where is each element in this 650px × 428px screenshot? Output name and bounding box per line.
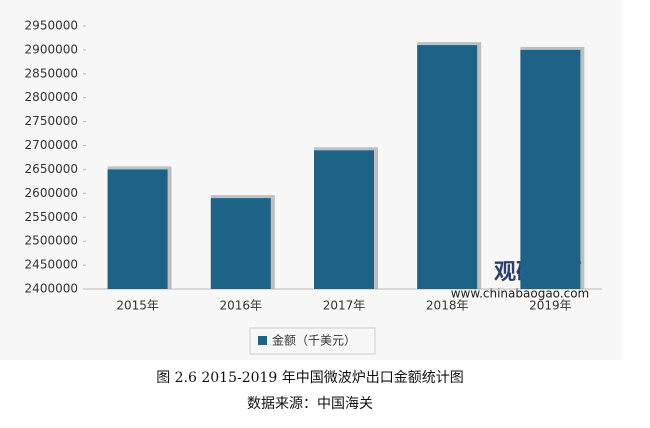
watermark-url: www.chinabaogao.com <box>451 287 590 301</box>
bar <box>314 150 374 289</box>
bar <box>210 198 271 289</box>
bar <box>417 45 478 289</box>
y-tick-label: 2800000 <box>25 90 78 104</box>
bar <box>107 169 168 289</box>
y-tick-label: 2500000 <box>25 234 78 248</box>
y-tick-label: 2950000 <box>25 19 78 33</box>
x-tick-label: 2018年 <box>426 299 469 313</box>
y-tick-label: 2750000 <box>25 114 78 128</box>
bar <box>520 49 581 290</box>
y-tick-label: 2550000 <box>25 210 78 224</box>
x-tick-label: 2019年 <box>529 299 572 313</box>
y-tick-label: 2900000 <box>25 42 78 56</box>
chart-background <box>0 0 622 360</box>
figure-caption: 图 2.6 2015-2019 年中国微波炉出口金额统计图 <box>156 370 464 386</box>
legend-label: 金额（千美元） <box>272 333 356 348</box>
y-tick-label: 2400000 <box>25 282 78 296</box>
y-tick-label: 2600000 <box>25 186 78 200</box>
legend-swatch <box>258 336 267 345</box>
x-tick-label: 2015年 <box>116 299 159 313</box>
y-tick-label: 2450000 <box>25 258 78 272</box>
x-tick-label: 2016年 <box>220 299 263 313</box>
legend-box <box>249 327 376 355</box>
y-tick-label: 2700000 <box>25 138 78 152</box>
y-tick-label: 2850000 <box>25 66 78 80</box>
x-tick-label: 2017年 <box>323 299 366 313</box>
y-tick-label: 2650000 <box>25 162 78 176</box>
figure-source: 数据来源：中国海关 <box>247 396 373 412</box>
